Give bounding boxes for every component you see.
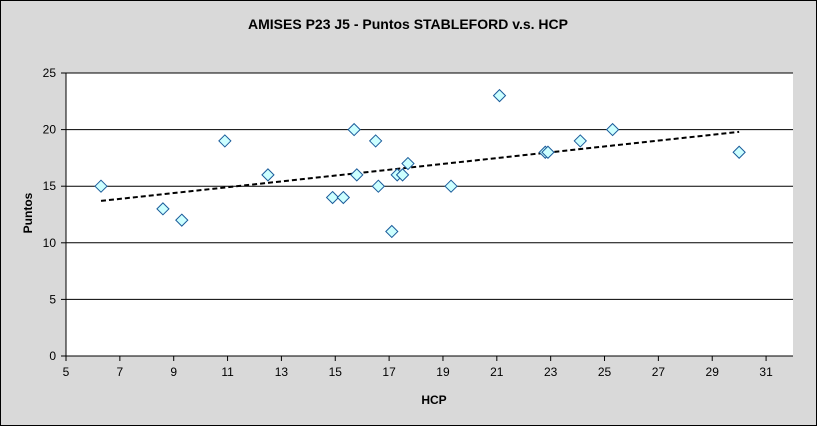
data-point-19 <box>573 134 587 148</box>
data-point-10 <box>371 179 386 193</box>
axes <box>65 73 793 357</box>
x-tick-label-11: 11 <box>221 365 234 379</box>
data-point-11 <box>385 224 399 239</box>
x-tick-label-31: 31 <box>759 365 773 379</box>
data-point-6 <box>336 190 351 205</box>
plot-area <box>66 73 793 356</box>
data-point-7 <box>347 122 361 137</box>
data-point-18 <box>541 145 555 159</box>
x-tick-label-27: 27 <box>652 365 666 379</box>
data-point-0 <box>94 179 108 193</box>
data-point-4 <box>261 168 275 182</box>
data-point-5 <box>325 190 340 205</box>
data-point-21 <box>732 145 746 159</box>
y-tick-label-25: 25 <box>43 66 57 80</box>
y-tick-label-5: 5 <box>49 292 56 306</box>
x-tick-label-23: 23 <box>544 365 558 379</box>
x-tick-label-5: 5 <box>63 365 70 379</box>
data-point-1 <box>156 202 170 216</box>
data-point-2 <box>175 213 189 227</box>
data-points <box>94 88 746 239</box>
y-tick-label-20: 20 <box>43 123 57 137</box>
x-tick-label-21: 21 <box>490 365 504 379</box>
x-tick-label-13: 13 <box>275 365 289 379</box>
data-point-16 <box>492 88 507 103</box>
x-tick-label-15: 15 <box>329 365 343 379</box>
data-point-9 <box>368 134 383 148</box>
x-tick-labels: 5 7 9 11 13 15 17 19 21 23 25 27 29 31 <box>63 356 773 379</box>
x-tick-label-25: 25 <box>598 365 612 379</box>
data-point-13 <box>395 168 410 182</box>
gridlines <box>66 72 793 300</box>
x-tick-label-29: 29 <box>706 365 720 379</box>
data-point-8 <box>350 168 364 182</box>
y-axis-title: Puntos <box>21 192 35 233</box>
y-tick-label-15: 15 <box>43 179 57 193</box>
data-point-15 <box>444 179 458 193</box>
x-tick-label-9: 9 <box>170 365 177 379</box>
data-point-3 <box>218 134 232 148</box>
x-axis-title: HCP <box>421 393 446 407</box>
x-tick-label-7: 7 <box>117 365 124 379</box>
y-tick-labels: 0 5 10 15 20 25 <box>43 66 66 363</box>
data-point-20 <box>605 122 620 137</box>
x-tick-label-17: 17 <box>382 365 396 379</box>
trendline <box>100 130 740 202</box>
y-tick-label-0: 0 <box>49 349 56 363</box>
data-point-14 <box>401 156 415 171</box>
chart-title: AMISES P23 J5 - Puntos STABLEFORD v.s. H… <box>248 16 568 32</box>
x-tick-label-19: 19 <box>436 365 450 379</box>
y-tick-label-10: 10 <box>43 236 57 250</box>
